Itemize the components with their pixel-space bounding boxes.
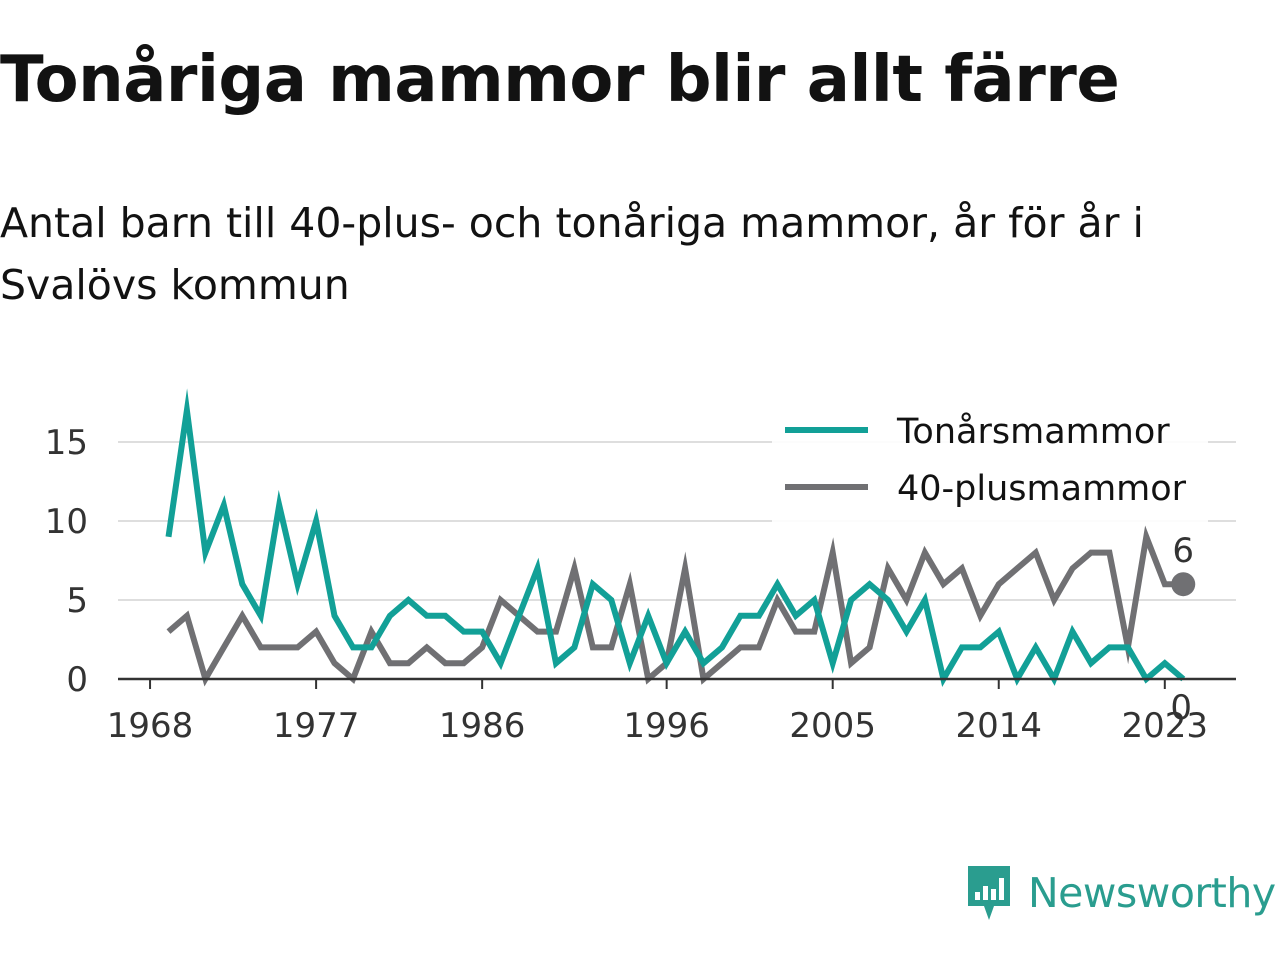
series-line-tonarsmammor <box>165 388 1186 688</box>
brand-name: Newsworthy <box>1028 869 1276 917</box>
series-layer <box>165 388 1186 688</box>
y-tick-label: 0 <box>66 660 88 700</box>
end-value-label: 0 <box>1170 688 1192 728</box>
x-tick-label: 2023 <box>1122 706 1209 746</box>
newsworthy-brand: Newsworthy <box>964 862 1276 924</box>
legend-background <box>772 400 1208 522</box>
chart-title: Tonåriga mammor blir allt färre <box>0 43 1120 117</box>
newsworthy-logo-icon <box>968 866 1010 920</box>
x-tick-label: 1977 <box>273 706 360 746</box>
end-labels: 60 <box>1170 531 1196 728</box>
y-axis: 0 5 10 15 <box>45 423 88 700</box>
legend-label: Tonårsmammor <box>896 411 1170 452</box>
chart-subtitle: Antal barn till 40-plus- och tonåriga ma… <box>0 199 1144 309</box>
legend-label: 40-plusmammor <box>897 469 1187 509</box>
y-tick-label: 5 <box>66 581 88 621</box>
legend: Tonårsmammor 40-plusmammor <box>772 400 1208 522</box>
x-tick-label: 1968 <box>107 706 194 746</box>
series-line-40-plusmammor <box>166 525 1184 687</box>
x-axis: 1968 1977 1986 1996 2005 2014 2023 <box>107 677 1236 746</box>
x-tick-label: 1986 <box>439 706 526 746</box>
x-tick-label: 2014 <box>955 706 1042 746</box>
end-point-marker <box>1171 572 1196 597</box>
x-tick-label: 2005 <box>789 706 876 746</box>
y-tick-label: 15 <box>45 423 88 463</box>
y-tick-label: 10 <box>45 502 88 542</box>
line-chart: 1968 1977 1986 1996 2005 2014 2023 0 5 10 15 Tonå… <box>45 388 1236 746</box>
end-value-label: 6 <box>1172 531 1194 571</box>
x-tick-label: 1996 <box>623 706 710 746</box>
